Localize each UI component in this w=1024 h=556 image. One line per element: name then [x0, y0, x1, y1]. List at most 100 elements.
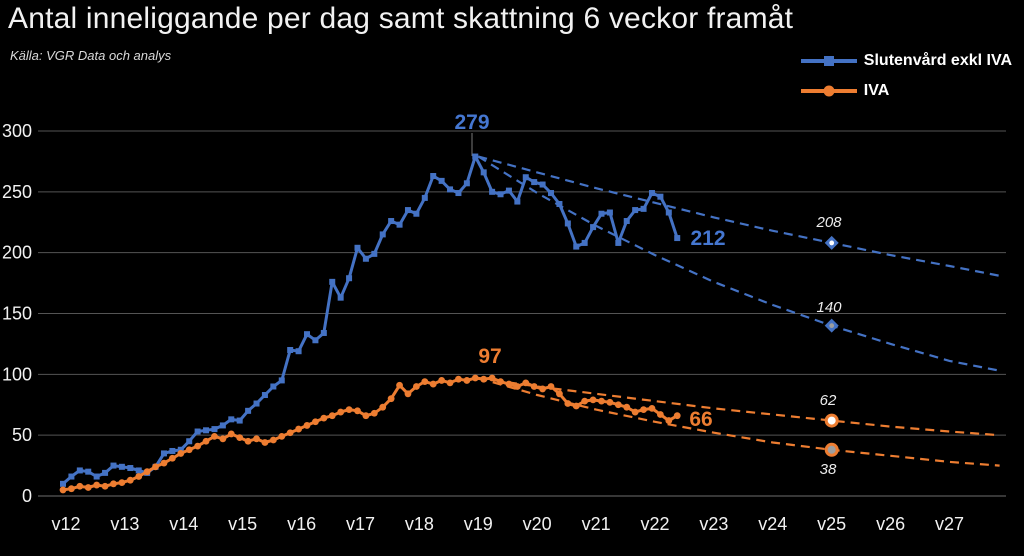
y-tick-label: 100: [2, 364, 32, 384]
data-point-square: [497, 191, 504, 198]
y-tick-label: 300: [2, 121, 32, 141]
data-point-square: [135, 467, 142, 474]
y-tick-label: 250: [2, 182, 32, 202]
data-point-square: [480, 169, 487, 176]
forecast-line-low-slutenvard: [477, 155, 1000, 372]
data-point-square: [455, 190, 462, 197]
data-point-circle: [110, 480, 117, 488]
data-point-circle: [581, 397, 589, 405]
data-point-circle: [261, 439, 269, 446]
forecast-line-high-iva: [478, 376, 1000, 437]
data-point-circle: [606, 398, 614, 406]
data-point-circle: [152, 463, 159, 471]
forecast-marker-circle: [824, 413, 839, 428]
data-point-square: [68, 473, 75, 480]
data-point-square: [505, 187, 512, 194]
x-tick-label-v20: v20: [523, 514, 552, 534]
data-point-square: [606, 209, 613, 216]
data-point-square: [623, 218, 630, 225]
y-tick-label: 0: [22, 486, 32, 506]
y-tick-label: 150: [2, 303, 32, 323]
legend-label: Slutenvård exkl IVA: [863, 52, 1012, 69]
data-point-square: [329, 278, 336, 285]
data-point-circle: [370, 409, 378, 417]
data-point-circle: [438, 377, 446, 384]
data-point-square: [665, 209, 672, 216]
data-point-circle: [379, 403, 387, 411]
data-point-square: [362, 255, 369, 262]
data-point-circle: [362, 412, 370, 420]
data-point-square: [102, 469, 109, 476]
data-point-circle: [429, 380, 437, 388]
data-point-circle: [421, 378, 429, 386]
data-point-square: [573, 243, 580, 250]
x-tick-label-v15: v15: [228, 514, 257, 534]
data-point-square: [514, 198, 521, 205]
data-point-circle: [539, 385, 546, 393]
data-point-square: [253, 400, 260, 407]
data-point-square: [430, 173, 437, 180]
data-label-140: 140: [816, 299, 842, 316]
data-point-square: [531, 179, 538, 186]
data-label-66: 66: [689, 408, 712, 431]
data-point-square: [219, 422, 226, 429]
data-point-circle: [589, 396, 597, 404]
data-point-square: [598, 210, 605, 217]
series-line-iva: [61, 376, 679, 492]
data-point-circle: [530, 383, 538, 390]
data-point-circle: [202, 437, 210, 445]
blue-line-square-icon: [800, 56, 857, 66]
data-point-square: [438, 177, 445, 184]
data-point-circle: [673, 412, 681, 420]
data-point-square: [648, 190, 655, 197]
data-point-square: [211, 426, 218, 433]
data-point-circle: [463, 377, 471, 384]
data-label-62: 62: [820, 392, 837, 409]
data-point-circle: [488, 374, 496, 382]
data-point-circle: [598, 397, 605, 405]
data-point-circle: [236, 434, 244, 441]
data-point-circle: [177, 450, 185, 457]
data-point-square: [522, 174, 529, 181]
data-point-square: [203, 427, 210, 434]
x-tick-label-v17: v17: [346, 514, 375, 534]
data-point-circle: [648, 404, 656, 412]
x-tick-label-v13: v13: [110, 514, 139, 534]
data-point-square: [379, 231, 386, 238]
data-point-square: [295, 348, 302, 355]
data-point-circle: [269, 436, 277, 444]
orange-line-circle-icon: [800, 85, 857, 97]
data-point-circle: [93, 481, 101, 489]
data-point-square: [421, 194, 428, 201]
data-point-square: [110, 462, 117, 469]
data-point-square: [337, 294, 344, 301]
legend-item-iva[interactable]: IVA: [800, 82, 889, 100]
data-point-square: [160, 450, 167, 457]
data-point-circle: [480, 375, 488, 383]
data-point-circle: [126, 476, 134, 484]
y-tick-label: 200: [2, 243, 32, 263]
data-point-circle: [211, 432, 218, 440]
data-point-square: [169, 447, 176, 454]
data-point-circle: [471, 374, 479, 382]
data-point-square: [346, 275, 353, 282]
data-point-square: [354, 244, 361, 251]
data-point-square: [640, 205, 647, 212]
data-point-circle: [572, 402, 580, 410]
data-point-circle: [168, 454, 176, 462]
data-label-38: 38: [820, 461, 837, 478]
x-tick-label-v21: v21: [582, 514, 611, 534]
data-point-square: [270, 383, 277, 390]
data-point-square: [261, 392, 268, 399]
data-point-circle: [640, 406, 647, 414]
data-point-square: [472, 153, 479, 160]
data-point-square: [194, 428, 201, 435]
data-point-circle: [76, 482, 84, 490]
data-point-circle: [547, 383, 555, 390]
data-point-circle: [194, 442, 202, 450]
data-point-circle: [68, 485, 75, 493]
data-point-circle: [656, 411, 664, 418]
data-point-square: [236, 417, 243, 424]
legend-item-slutenvard[interactable]: Slutenvård exkl IVA: [800, 52, 1012, 70]
data-point-square: [60, 480, 66, 487]
